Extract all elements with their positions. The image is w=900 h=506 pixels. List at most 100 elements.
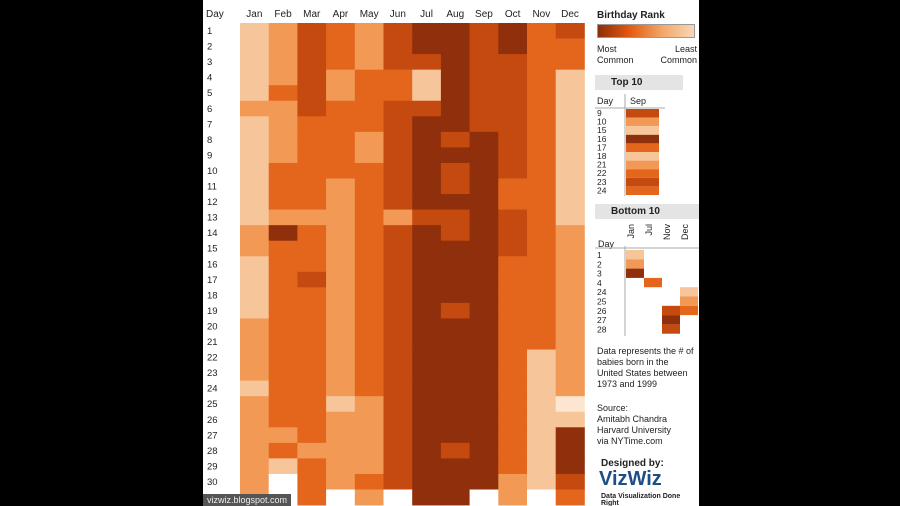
data-note: Data represents the # of babies born in …	[597, 346, 694, 389]
heatmap-cell	[527, 458, 557, 475]
heatmap-cell	[412, 54, 442, 71]
heatmap-cell	[383, 349, 413, 366]
heatmap-cell	[412, 225, 442, 242]
heatmap-cell	[354, 23, 384, 39]
heatmap-cell	[240, 194, 270, 210]
heatmap-cell	[498, 256, 528, 273]
heatmap-cell	[527, 85, 557, 102]
heatmap-cell	[412, 69, 442, 86]
heatmap-cell	[527, 302, 557, 319]
heatmap-cell	[555, 131, 585, 148]
day-column-header: Day	[206, 9, 224, 20]
heatmap-cell	[383, 365, 413, 382]
day-label: 16	[207, 259, 218, 270]
heatmap-cell	[469, 489, 499, 506]
heatmap-cell	[555, 240, 585, 257]
heatmap-cell	[383, 411, 413, 428]
heatmap-cell	[498, 194, 528, 210]
heatmap-cell	[297, 147, 327, 164]
heatmap-cell	[440, 318, 470, 335]
heatmap-cell	[469, 334, 499, 350]
bottom10-day: 25	[597, 297, 607, 307]
heatmap-cell	[326, 131, 356, 148]
heatmap-cell	[412, 100, 442, 117]
vizwiz-logo: VizWiz	[599, 468, 662, 490]
month-label: Feb	[274, 9, 292, 20]
heatmap-cell	[498, 380, 528, 397]
heatmap-cell	[412, 489, 442, 506]
heatmap-cell	[498, 69, 528, 86]
heatmap-cell	[240, 225, 270, 242]
heatmap-cell	[240, 69, 270, 86]
heatmap-cell	[297, 240, 327, 257]
heatmap-cell	[498, 396, 528, 413]
heatmap-cell	[412, 427, 442, 444]
heatmap-cell	[469, 271, 499, 288]
heatmap-cell	[354, 287, 384, 304]
heatmap-cell	[412, 302, 442, 319]
top10-cell	[626, 143, 659, 152]
month-label: May	[360, 9, 379, 20]
heatmap-cell	[297, 225, 327, 242]
heatmap-cell	[555, 54, 585, 71]
day-label: 30	[207, 477, 218, 488]
heatmap-cell	[412, 240, 442, 257]
day-label: 17	[207, 275, 218, 286]
heatmap-cell	[240, 38, 270, 55]
heatmap-cell	[297, 131, 327, 148]
heatmap-cell	[383, 178, 413, 195]
heatmap-cell	[240, 349, 270, 366]
heatmap-cell	[412, 147, 442, 164]
heatmap-cell	[383, 473, 413, 490]
heatmap-cell	[383, 85, 413, 102]
heatmap-cell	[383, 489, 413, 506]
bottom10-cell	[680, 287, 698, 297]
heatmap-cell	[527, 131, 557, 148]
legend-title: Birthday Rank	[597, 10, 665, 21]
top10-day: 24	[597, 185, 607, 195]
heatmap-cell	[354, 100, 384, 117]
bottom10-month-nov: Nov	[662, 224, 672, 241]
heatmap-cell	[527, 489, 557, 506]
heatmap-cell	[412, 318, 442, 335]
heatmap-cell	[268, 147, 298, 164]
bottom10-day: 26	[597, 306, 607, 316]
heatmap-cell	[527, 23, 557, 39]
source-line-1: Amitabh Chandra	[597, 414, 668, 424]
heatmap-cell	[383, 116, 413, 133]
top10-day: 18	[597, 151, 607, 161]
heatmap-cell	[412, 178, 442, 195]
top10-cell	[626, 160, 659, 170]
month-label: Jul	[420, 9, 433, 20]
heatmap-cell	[326, 147, 356, 164]
bottom10-day: 3	[597, 269, 602, 279]
heatmap-cell	[354, 178, 384, 195]
heatmap-cell	[498, 442, 528, 459]
heatmap-cell	[498, 225, 528, 242]
heatmap-cell	[527, 116, 557, 133]
heatmap-cell	[527, 411, 557, 428]
day-label: 22	[207, 353, 218, 364]
heatmap-cell	[440, 287, 470, 304]
heatmap-cell	[268, 365, 298, 382]
heatmap-cell	[354, 427, 384, 444]
heatmap-cell	[240, 396, 270, 413]
day-label: 12	[207, 197, 218, 208]
day-label: 8	[207, 135, 212, 146]
heatmap-cell	[527, 427, 557, 444]
heatmap-cell	[469, 178, 499, 195]
top10-cell	[626, 109, 659, 118]
heatmap-cell	[240, 287, 270, 304]
heatmap-cell	[240, 178, 270, 195]
bottom10-day: 27	[597, 315, 607, 325]
heatmap-cell	[240, 131, 270, 148]
heatmap-cell	[555, 225, 585, 242]
heatmap-cell	[469, 365, 499, 382]
heatmap-cell	[440, 209, 470, 226]
heatmap-cell	[498, 318, 528, 335]
heatmap-cell	[527, 194, 557, 210]
heatmap-cell	[383, 240, 413, 257]
heatmap-cell	[297, 69, 327, 86]
blog-watermark[interactable]: vizwiz.blogspot.com	[203, 494, 292, 506]
heatmap-cell	[240, 85, 270, 102]
